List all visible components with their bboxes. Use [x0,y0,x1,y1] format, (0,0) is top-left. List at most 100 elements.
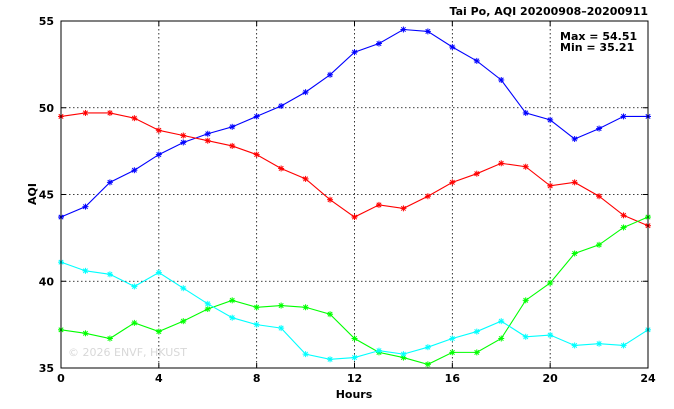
data-point [327,196,334,203]
data-point [278,165,285,172]
series-2 [58,214,651,368]
x-tick-label: 4 [155,372,163,385]
data-point [327,356,334,363]
data-point [424,193,431,200]
data-point [155,328,162,335]
data-point [473,170,480,177]
data-point [106,271,113,278]
data-point [620,113,627,120]
data-point [400,205,407,212]
axis-ticks: 0 4 8 12 16 20 24 35 40 45 50 55 [39,15,656,385]
data-point [498,335,505,342]
data-point [449,335,456,342]
data-point [253,113,260,120]
data-point [424,344,431,351]
data-point [351,49,358,56]
data-point [278,103,285,110]
watermark: © 2026 ENVF, HKUST [68,346,187,359]
data-point [204,300,211,307]
data-point [82,109,89,116]
data-point [547,279,554,286]
max-annotation: Max = 54.51 [560,30,637,43]
data-point [596,241,603,248]
x-tick-label: 12 [347,372,362,385]
data-point [498,76,505,83]
data-point [180,139,187,146]
min-annotation: Min = 35.21 [560,41,634,54]
data-point [571,135,578,142]
data-point [375,347,382,354]
data-point [302,89,309,96]
data-point [498,318,505,325]
data-point [547,116,554,123]
data-point [596,125,603,132]
data-point [498,160,505,167]
data-point [155,151,162,158]
data-point [596,193,603,200]
data-point [424,361,431,368]
data-point [327,311,334,318]
data-point [229,142,236,149]
y-tick-label: 55 [39,15,54,28]
data-point [204,130,211,137]
data-point [106,109,113,116]
data-point [571,179,578,186]
data-point [571,342,578,349]
data-point [229,297,236,304]
data-point [522,163,529,170]
y-tick-label: 50 [39,102,55,115]
data-point [596,340,603,347]
data-point [449,349,456,356]
data-point [106,179,113,186]
data-point [473,57,480,64]
x-tick-label: 24 [640,372,656,385]
data-point [327,71,334,78]
data-point [375,201,382,208]
data-point [131,319,138,326]
data-point [131,115,138,122]
x-tick-label: 8 [253,372,261,385]
data-point [302,351,309,358]
data-point [82,203,89,210]
data-point [229,123,236,130]
data-point [547,182,554,189]
data-point [155,269,162,276]
x-tick-label: 0 [57,372,65,385]
data-point [278,302,285,309]
data-point [82,267,89,274]
series-1 [58,109,651,229]
data-point [229,314,236,321]
data-point [351,354,358,361]
data-point [571,250,578,257]
data-point [131,283,138,290]
data-point [449,44,456,51]
y-tick-label: 45 [39,189,54,202]
data-point [620,212,627,219]
data-point [204,137,211,144]
data-point [473,349,480,356]
data-point [253,151,260,158]
data-point [522,333,529,340]
data-point [82,330,89,337]
data-point [278,325,285,332]
data-point [473,328,480,335]
grid-lines [61,21,648,368]
data-point [180,318,187,325]
data-point [620,342,627,349]
data-point [351,214,358,221]
y-axis-title: AQI [26,183,39,205]
data-point [400,351,407,358]
x-tick-label: 20 [543,372,559,385]
data-point [449,179,456,186]
data-point [302,175,309,182]
series-0 [58,26,651,221]
data-point [131,167,138,174]
data-point [302,304,309,311]
data-point [375,40,382,47]
data-point [620,224,627,231]
y-tick-label: 35 [39,362,54,375]
data-point [424,28,431,35]
series-layer [58,26,651,368]
y-tick-label: 40 [39,275,55,288]
